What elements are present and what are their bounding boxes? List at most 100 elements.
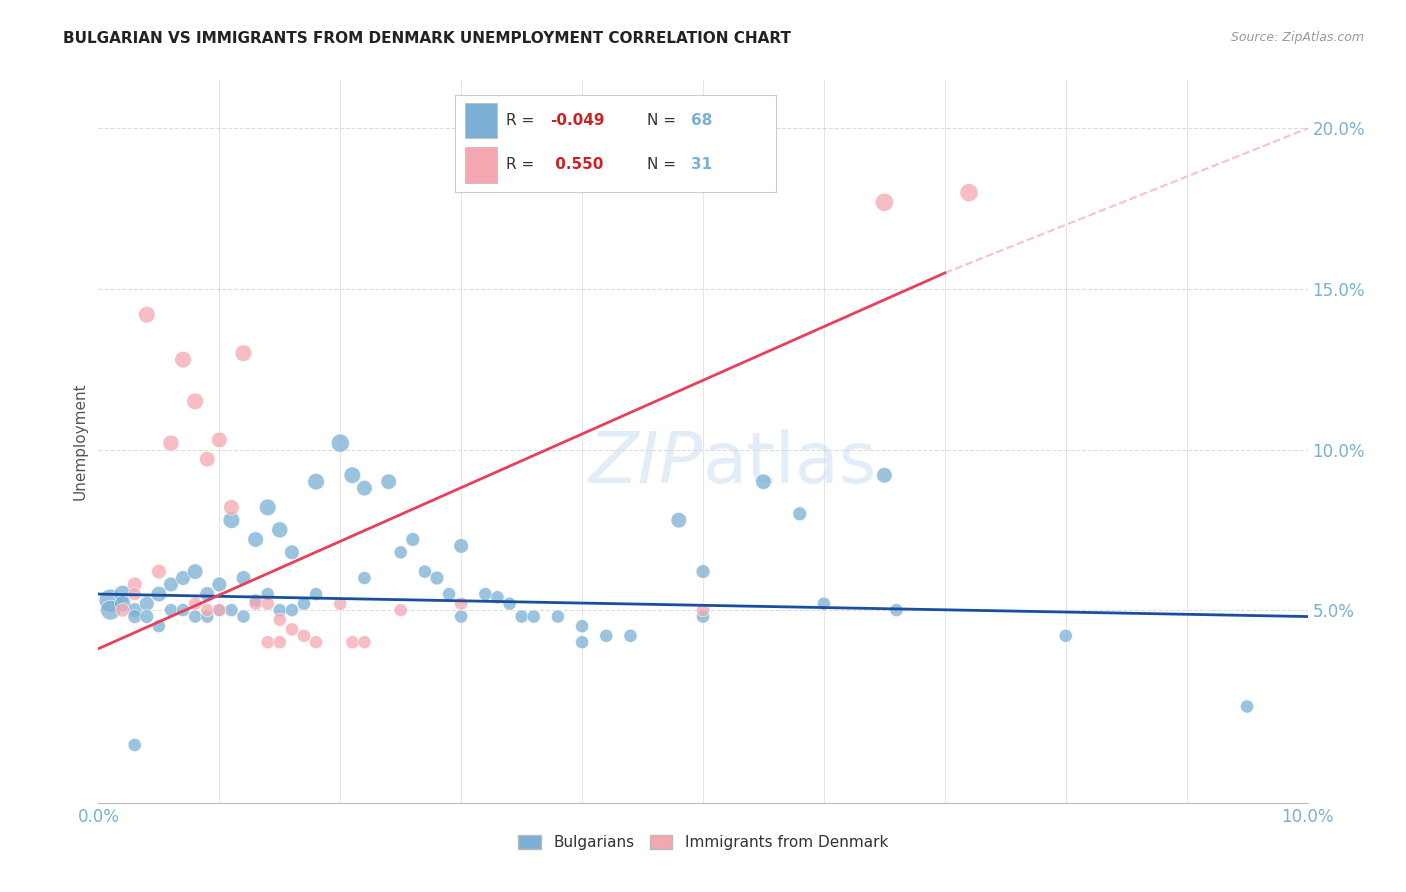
Point <box>135 597 157 611</box>
Point <box>232 346 254 360</box>
Point <box>111 587 134 601</box>
Point <box>135 308 157 322</box>
Point <box>668 513 690 527</box>
Text: BULGARIAN VS IMMIGRANTS FROM DENMARK UNEMPLOYMENT CORRELATION CHART: BULGARIAN VS IMMIGRANTS FROM DENMARK UNE… <box>63 31 792 46</box>
Point <box>269 523 291 537</box>
Point <box>221 513 243 527</box>
Point <box>377 475 399 489</box>
Point <box>124 738 146 752</box>
Point <box>281 545 304 559</box>
Point <box>208 577 231 591</box>
Point <box>342 468 364 483</box>
Point <box>245 597 267 611</box>
Point <box>208 603 231 617</box>
Point <box>100 603 122 617</box>
Point <box>195 603 218 617</box>
Point <box>752 475 775 489</box>
Point <box>450 539 472 553</box>
Point <box>886 603 908 617</box>
Point <box>135 609 157 624</box>
Point <box>195 452 218 467</box>
Point <box>547 609 569 624</box>
Point <box>402 533 425 547</box>
Point <box>692 603 714 617</box>
Point <box>389 545 412 559</box>
Point <box>256 635 278 649</box>
Point <box>873 195 896 210</box>
Legend: Bulgarians, Immigrants from Denmark: Bulgarians, Immigrants from Denmark <box>512 830 894 856</box>
Text: Source: ZipAtlas.com: Source: ZipAtlas.com <box>1230 31 1364 45</box>
Point <box>692 565 714 579</box>
Point <box>1236 699 1258 714</box>
Point <box>208 603 231 617</box>
Point <box>221 603 243 617</box>
Point <box>111 597 134 611</box>
Point <box>329 436 352 450</box>
Point <box>281 623 304 637</box>
Point <box>957 186 980 200</box>
Point <box>148 587 170 601</box>
Point <box>305 475 328 489</box>
Point <box>342 635 364 649</box>
Point <box>1054 629 1077 643</box>
Point <box>413 565 436 579</box>
Point <box>353 571 375 585</box>
Point <box>148 565 170 579</box>
Point <box>426 571 449 585</box>
Point <box>172 352 194 367</box>
Point <box>184 609 207 624</box>
Point <box>873 468 896 483</box>
Point <box>789 507 811 521</box>
Point <box>510 609 533 624</box>
Point <box>571 635 593 649</box>
Point <box>160 603 183 617</box>
Point <box>498 597 520 611</box>
Point <box>195 609 218 624</box>
Point <box>172 603 194 617</box>
Point <box>450 597 472 611</box>
Point <box>100 593 122 607</box>
Point <box>111 603 134 617</box>
Text: atlas: atlas <box>703 429 877 498</box>
Point <box>571 619 593 633</box>
Point <box>256 500 278 515</box>
Point <box>389 603 412 617</box>
Point <box>221 500 243 515</box>
Point <box>437 587 460 601</box>
Point <box>172 571 194 585</box>
Text: ZIP: ZIP <box>589 429 703 498</box>
Point <box>269 613 291 627</box>
Point <box>450 609 472 624</box>
Point <box>292 597 315 611</box>
Point <box>148 619 170 633</box>
Point <box>619 629 641 643</box>
Point <box>184 565 207 579</box>
Point <box>305 587 328 601</box>
Point <box>692 609 714 624</box>
Point <box>305 635 328 649</box>
Point <box>160 436 183 450</box>
Point <box>595 629 617 643</box>
Point <box>269 603 291 617</box>
Point <box>160 577 183 591</box>
Point <box>124 577 146 591</box>
Point <box>195 587 218 601</box>
Point <box>292 629 315 643</box>
Point <box>256 597 278 611</box>
Y-axis label: Unemployment: Unemployment <box>72 383 87 500</box>
Point <box>269 635 291 649</box>
Point <box>232 609 254 624</box>
Point <box>245 533 267 547</box>
Point <box>124 587 146 601</box>
Point <box>245 593 267 607</box>
Point <box>124 609 146 624</box>
Point <box>523 609 546 624</box>
Point <box>208 433 231 447</box>
Point <box>329 597 352 611</box>
Point <box>184 597 207 611</box>
Point <box>256 587 278 601</box>
Point <box>474 587 496 601</box>
Point <box>486 591 509 605</box>
Point <box>281 603 304 617</box>
Point <box>184 394 207 409</box>
